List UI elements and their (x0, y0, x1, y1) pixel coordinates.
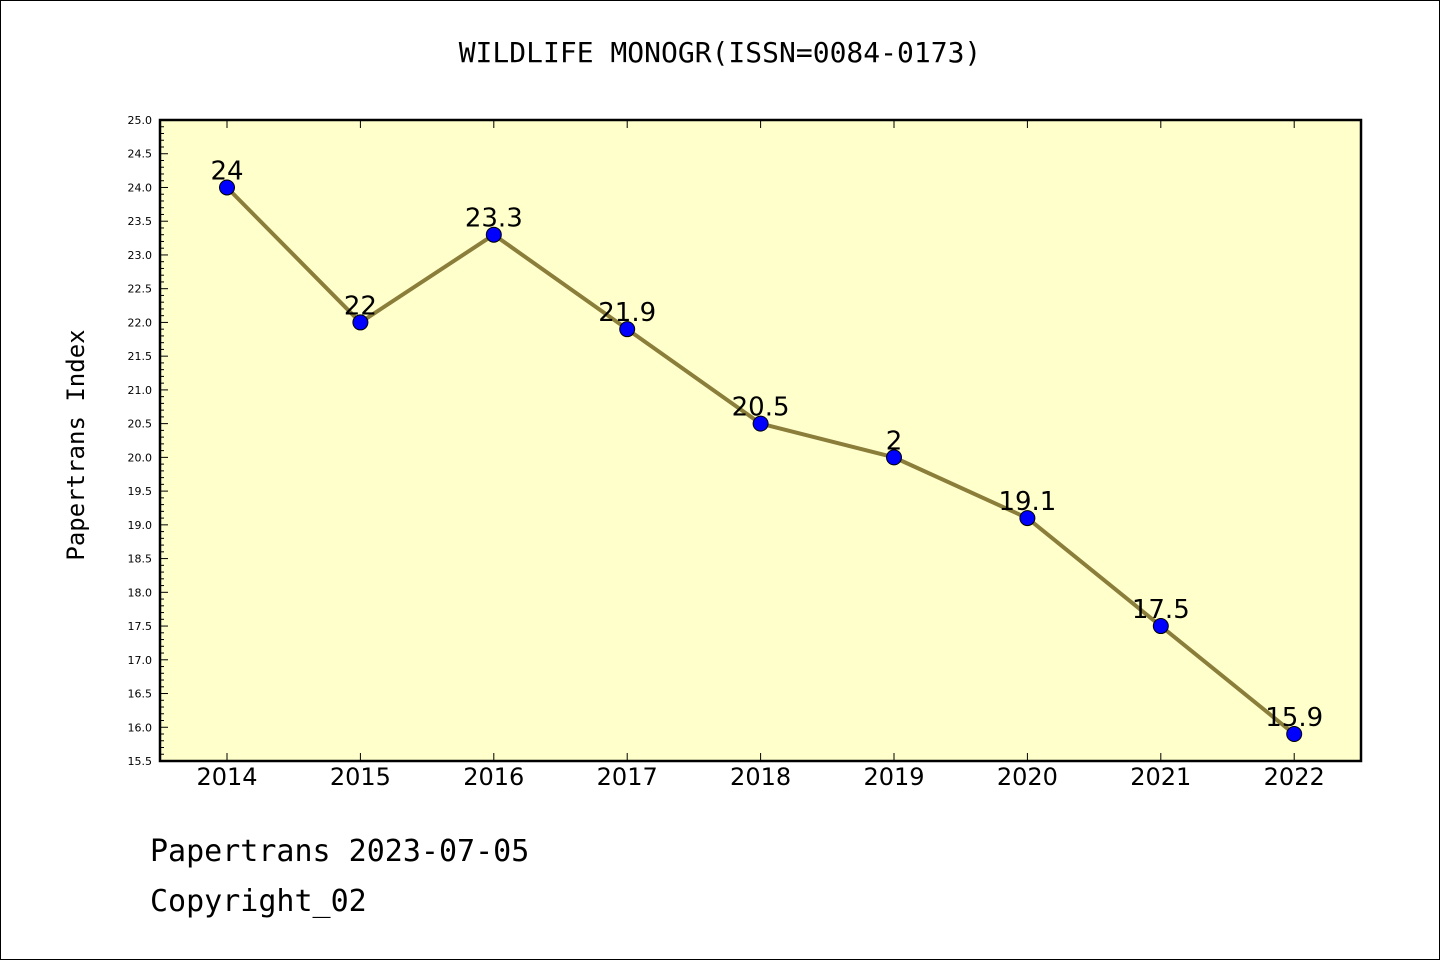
y-tick-label: 16.0 (128, 721, 153, 734)
data-point-label: 24 (210, 156, 243, 186)
y-tick-label: 20.0 (128, 451, 153, 464)
data-point-label: 23.3 (465, 204, 523, 234)
x-tick-label: 2020 (997, 763, 1058, 791)
y-tick-label: 18.0 (128, 586, 153, 599)
x-tick-label: 2015 (330, 763, 391, 791)
data-point-marker (886, 449, 902, 466)
y-tick-label: 17.0 (128, 654, 153, 667)
x-tick-label: 2022 (1264, 763, 1325, 791)
chart-title: WILDLIFE MONOGR(ISSN=0084-0173) (458, 36, 982, 69)
y-tick-label: 20.5 (128, 418, 153, 431)
x-tick-label: 2018 (730, 763, 791, 791)
footer-copyright-text: Copyright_02 (150, 884, 367, 919)
y-tick-label: 15.5 (128, 755, 153, 768)
x-tick-label: 2019 (863, 763, 924, 791)
data-point-marker (485, 226, 502, 243)
data-point-marker (1152, 618, 1169, 635)
data-point-label: 21.9 (598, 298, 656, 328)
y-tick-label: 21.0 (128, 384, 153, 397)
y-tick-label: 19.0 (128, 519, 153, 532)
y-tick-label: 23.5 (128, 215, 153, 228)
y-tick-label: 18.5 (128, 553, 153, 566)
y-tick-label: 24.5 (128, 148, 153, 161)
plot-area-border (158, 118, 1363, 763)
y-tick-label: 24.0 (128, 181, 153, 194)
x-tick-label: 2016 (463, 763, 524, 791)
y-tick-label: 16.5 (128, 688, 153, 701)
y-tick-label: 22.0 (128, 316, 153, 329)
y-tick-label: 19.5 (128, 485, 153, 498)
plot-area-background (160, 120, 1361, 761)
data-point-marker (619, 321, 636, 338)
footer-date-text: Papertrans 2023-07-05 (150, 834, 530, 869)
x-tick-label: 2021 (1130, 763, 1191, 791)
data-point-label: 15.9 (1265, 703, 1323, 733)
data-point-label: 20.5 (732, 393, 790, 423)
data-point-label: 19.1 (998, 487, 1056, 517)
data-point-marker (1019, 510, 1036, 527)
x-tick-label: 2014 (196, 763, 257, 791)
y-tick-label: 23.0 (128, 249, 153, 262)
y-tick-label: 25.0 (128, 114, 153, 127)
data-point-marker (1286, 726, 1303, 743)
data-point-label: 2 (886, 426, 903, 456)
x-tick-label: 2017 (597, 763, 658, 791)
y-tick-label: 21.5 (128, 350, 153, 363)
data-point-marker (352, 314, 369, 331)
data-point-label: 17.5 (1132, 595, 1190, 625)
data-point-label: 22 (344, 291, 377, 321)
y-tick-label: 17.5 (128, 620, 153, 633)
data-point-marker (219, 179, 235, 196)
data-point-marker (752, 415, 769, 432)
y-tick-label: 22.5 (128, 283, 153, 296)
